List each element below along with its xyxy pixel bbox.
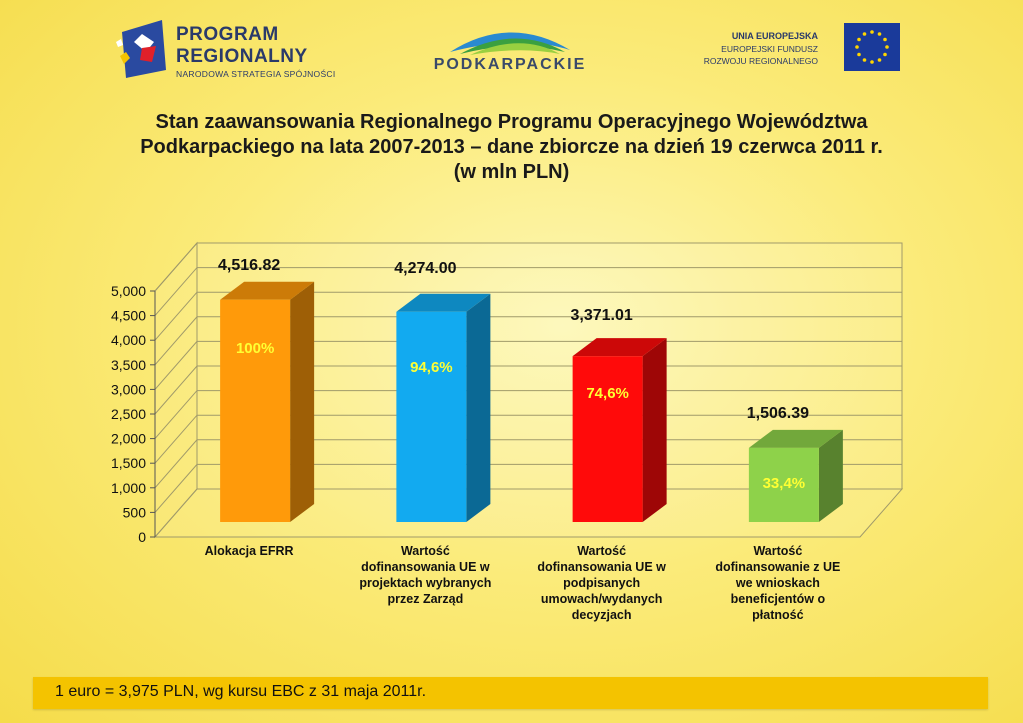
bar-top <box>748 429 843 448</box>
logo-left-line1: PROGRAM <box>176 24 279 45</box>
chart-title: Stan zaawansowania Regionalnego Programu… <box>40 110 983 185</box>
bar <box>748 447 819 522</box>
program-regionalny-logo: PROGRAM REGIONALNY NARODOWA STRATEGIA SP… <box>112 12 352 84</box>
bar <box>396 311 467 522</box>
y-tick-label: 4,500 <box>111 308 146 324</box>
floor <box>153 488 904 538</box>
logo-mid-text: PODKARPACKIE <box>433 56 587 73</box>
gridline <box>154 439 902 489</box>
logo-left-line2: REGIONALNY <box>176 46 308 67</box>
podkarpackie-logo: PODKARPACKIE <box>430 20 590 80</box>
logo-left-line3: NARODOWA STRATEGIA SPÓJNOŚCI <box>176 69 336 79</box>
gridline <box>154 316 902 366</box>
percent-label: 74,6% <box>586 385 629 402</box>
gridline <box>154 340 902 390</box>
percent-label: 94,6% <box>410 359 453 376</box>
footer-note-bar: 1 euro = 3,975 PLN, wg kursu EBC z 31 ma… <box>33 677 988 709</box>
eu-flag-icon <box>844 23 900 71</box>
percent-label: 100% <box>236 340 274 357</box>
gridline <box>154 242 902 292</box>
bar <box>572 356 643 522</box>
bar-side <box>818 429 843 522</box>
data-label: 4,274.00 <box>394 260 456 277</box>
percent-label: 33,4% <box>763 475 806 492</box>
category-label: Wartość dofinansowania UE w projektach wyb… <box>359 544 491 606</box>
y-tick-label: 5,000 <box>111 283 146 299</box>
data-label: 3,371.01 <box>570 307 632 324</box>
y-tick-label: 3,000 <box>111 381 146 397</box>
y-tick-label: 3,500 <box>111 357 146 373</box>
chart-title-line1: Stan zaawansowania Regionalnego Programu… <box>155 111 868 133</box>
stars-flag-icon <box>116 20 166 78</box>
y-tick-label: 2,500 <box>111 406 146 422</box>
eu-logo: UNIA EUROPEJSKA EUROPEJSKI FUNDUSZ ROZWO… <box>690 22 900 76</box>
gridline <box>154 291 902 341</box>
bar-side <box>642 338 667 522</box>
bar-top <box>220 281 315 300</box>
data-label: 1,506.39 <box>747 405 809 422</box>
category-label: Wartość dofinansowanie z UE we wnioskach be… <box>715 544 840 622</box>
y-tick-label: 0 <box>138 529 146 545</box>
gridline <box>154 365 902 415</box>
y-tick-label: 1,500 <box>111 455 146 471</box>
y-tick-label: 4,000 <box>111 332 146 348</box>
y-tick-label: 2,000 <box>111 431 146 447</box>
gridline <box>154 414 902 464</box>
category-label: Wartość dofinansowania UE w podpisanych umo… <box>537 544 666 622</box>
chart-title-line2: Podkarpackiego na lata 2007-2013 – dane … <box>140 136 883 158</box>
bar <box>220 299 291 522</box>
bar-side <box>466 293 491 522</box>
bar-top <box>396 293 491 312</box>
bar-side <box>290 281 315 522</box>
bar-top <box>572 338 667 357</box>
y-tick-label: 1,000 <box>111 480 146 496</box>
footer-note: 1 euro = 3,975 PLN, wg kursu EBC z 31 ma… <box>55 683 427 700</box>
hills-icon <box>450 32 570 55</box>
gridline <box>154 463 902 513</box>
eu-line3: ROZWOJU REGIONALNEGO <box>703 56 818 66</box>
y-tick-label: 500 <box>123 504 147 520</box>
gridline <box>154 267 902 316</box>
data-label: 4,516.82 <box>218 257 280 274</box>
gridline <box>154 390 902 439</box>
chart-title-line3: (w mln PLN) <box>453 161 570 183</box>
category-label: Alokacja EFRR <box>205 544 294 558</box>
eu-line2: EUROPEJSKI FUNDUSZ <box>721 44 818 54</box>
eu-line1: UNIA EUROPEJSKA <box>731 31 818 41</box>
